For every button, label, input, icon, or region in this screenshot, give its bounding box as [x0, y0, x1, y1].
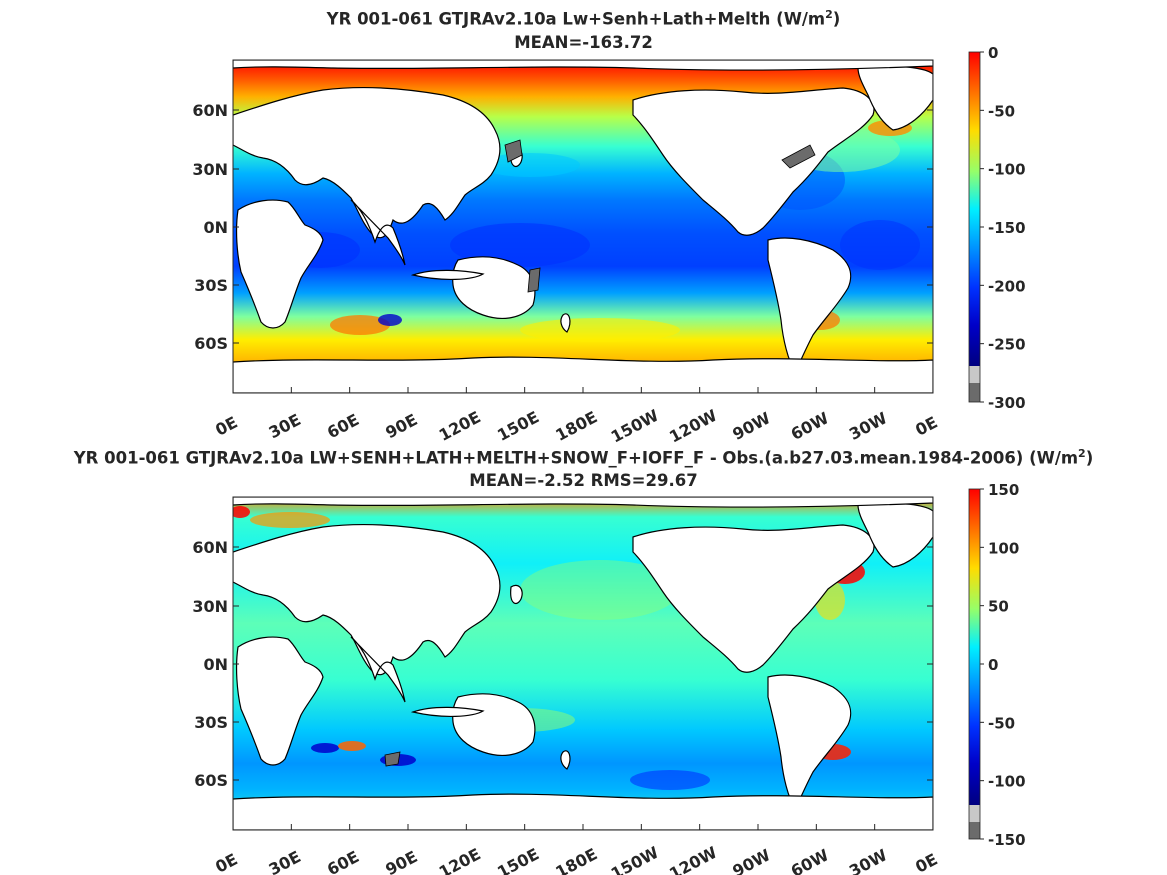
panel1-map: 60N 30N 0N 30S 60S 0E 30E 60E 90E 120E 150E 180E 15…	[192, 59, 941, 447]
y-tick-label: 30S	[194, 276, 228, 295]
colorbar-tick-label: -300	[988, 394, 1026, 412]
y-tick-label: 60N	[192, 538, 228, 557]
x-tick-label: 30E	[266, 410, 304, 442]
panel1-y-ticks: 60N 30N 0N 30S 60S	[192, 101, 933, 353]
panel1-title: YR 001-061 GTJRAv2.10a Lw+Senh+Lath+Melt…	[326, 8, 841, 29]
x-tick-label: 150W	[608, 406, 662, 447]
x-tick-label: 150E	[494, 407, 542, 445]
colorbar-tick-label: 50	[988, 598, 1009, 616]
x-tick-label: 90W	[729, 845, 773, 875]
y-tick-label: 30N	[192, 597, 228, 616]
panel1-colorbar: 0 -50 -100 -150 -200 -250 -300	[968, 44, 1026, 412]
panel2-stats: MEAN=-2.52 RMS=29.67	[469, 471, 698, 490]
colorbar-tick-label: -200	[988, 277, 1026, 295]
colorbar-gray-dark	[969, 383, 980, 402]
colorbar-tick-label: -50	[988, 102, 1015, 120]
colorbar-tick-label: -50	[988, 714, 1015, 732]
y-tick-label: 60S	[194, 334, 228, 353]
x-tick-label: 150E	[494, 844, 542, 875]
x-tick-label: 0E	[912, 413, 940, 440]
x-tick-label: 0E	[212, 413, 240, 440]
y-tick-label: 0N	[203, 218, 228, 237]
colorbar-tick-label: -250	[988, 336, 1026, 354]
x-tick-label: 90E	[382, 410, 420, 442]
x-tick-label: 60W	[788, 845, 832, 875]
panel1-x-ticks: 0E 30E 60E 90E 120E 150E 180E 150W 120W 90W 60W 30W…	[212, 387, 941, 447]
x-tick-label: 120W	[666, 406, 720, 447]
x-tick-label: 90W	[729, 408, 773, 444]
y-tick-label: 30S	[194, 713, 228, 732]
panel2-map: 60N 30N 0N 30S 60S 0E 30E 60E 90E 120E 150E 180E 15…	[192, 496, 941, 875]
colorbar-gray-dark	[969, 822, 980, 839]
x-tick-label: 30W	[846, 845, 890, 875]
colorbar-gray-light	[969, 805, 980, 822]
y-tick-label: 0N	[203, 655, 228, 674]
x-tick-label: 120E	[436, 407, 484, 445]
x-tick-label: 0E	[912, 850, 940, 875]
x-tick-label: 120W	[666, 843, 720, 875]
x-tick-label: 60E	[324, 410, 362, 442]
colorbar-tick-label: -150	[988, 831, 1026, 849]
colorbar-tick-label: -150	[988, 219, 1026, 237]
x-tick-label: 120E	[436, 844, 484, 875]
colorbar-tick-label: 150	[988, 481, 1019, 499]
colorbar-gray-light	[969, 366, 980, 383]
x-tick-label: 60E	[324, 847, 362, 875]
x-tick-label: 60W	[788, 408, 832, 444]
x-tick-label: 0E	[212, 850, 240, 875]
x-tick-label: 90E	[382, 847, 420, 875]
x-tick-label: 150W	[608, 843, 662, 875]
colorbar-tick-label: 100	[988, 539, 1019, 557]
x-tick-label: 180E	[552, 844, 600, 875]
y-tick-label: 60N	[192, 101, 228, 120]
colorbar-tick-label: 0	[988, 656, 998, 674]
panel2-title: YR 001-061 GTJRAv2.10a LW+SENH+LATH+MELT…	[73, 447, 1094, 468]
x-tick-label: 30W	[846, 408, 890, 444]
colorbar-tick-label: 0	[988, 44, 998, 62]
y-tick-label: 60S	[194, 771, 228, 790]
x-tick-label: 180E	[552, 407, 600, 445]
colorbar-tick-label: -100	[988, 161, 1026, 179]
y-tick-label: 30N	[192, 160, 228, 179]
x-tick-label: 30E	[266, 847, 304, 875]
panel2-y-ticks: 60N 30N 0N 30S 60S	[192, 538, 933, 790]
panel1-stats: MEAN=-163.72	[514, 33, 653, 52]
panel2-colorbar: 150 100 50 0 -50 -100 -150	[968, 481, 1026, 849]
panel2-x-ticks: 0E 30E 60E 90E 120E 150E 180E 150W 120W 90W 60W 30W…	[212, 824, 941, 875]
colorbar-tick-label: -100	[988, 773, 1026, 791]
